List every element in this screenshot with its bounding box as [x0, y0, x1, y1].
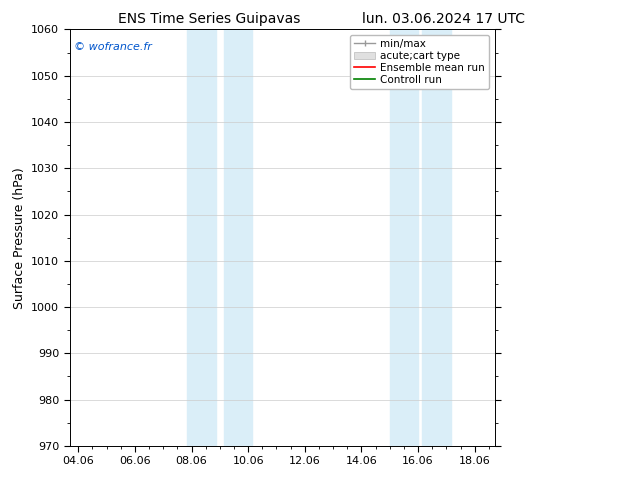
Text: ENS Time Series Guipavas: ENS Time Series Guipavas: [118, 12, 301, 26]
Text: © wofrance.fr: © wofrance.fr: [74, 42, 152, 52]
Bar: [390, 29, 418, 446]
Text: lun. 03.06.2024 17 UTC: lun. 03.06.2024 17 UTC: [362, 12, 526, 26]
Y-axis label: Surface Pressure (hPa): Surface Pressure (hPa): [13, 167, 25, 309]
Bar: [224, 29, 252, 446]
Bar: [187, 29, 216, 446]
Legend: min/max, acute;cart type, Ensemble mean run, Controll run: min/max, acute;cart type, Ensemble mean …: [350, 35, 489, 89]
Bar: [422, 29, 451, 446]
